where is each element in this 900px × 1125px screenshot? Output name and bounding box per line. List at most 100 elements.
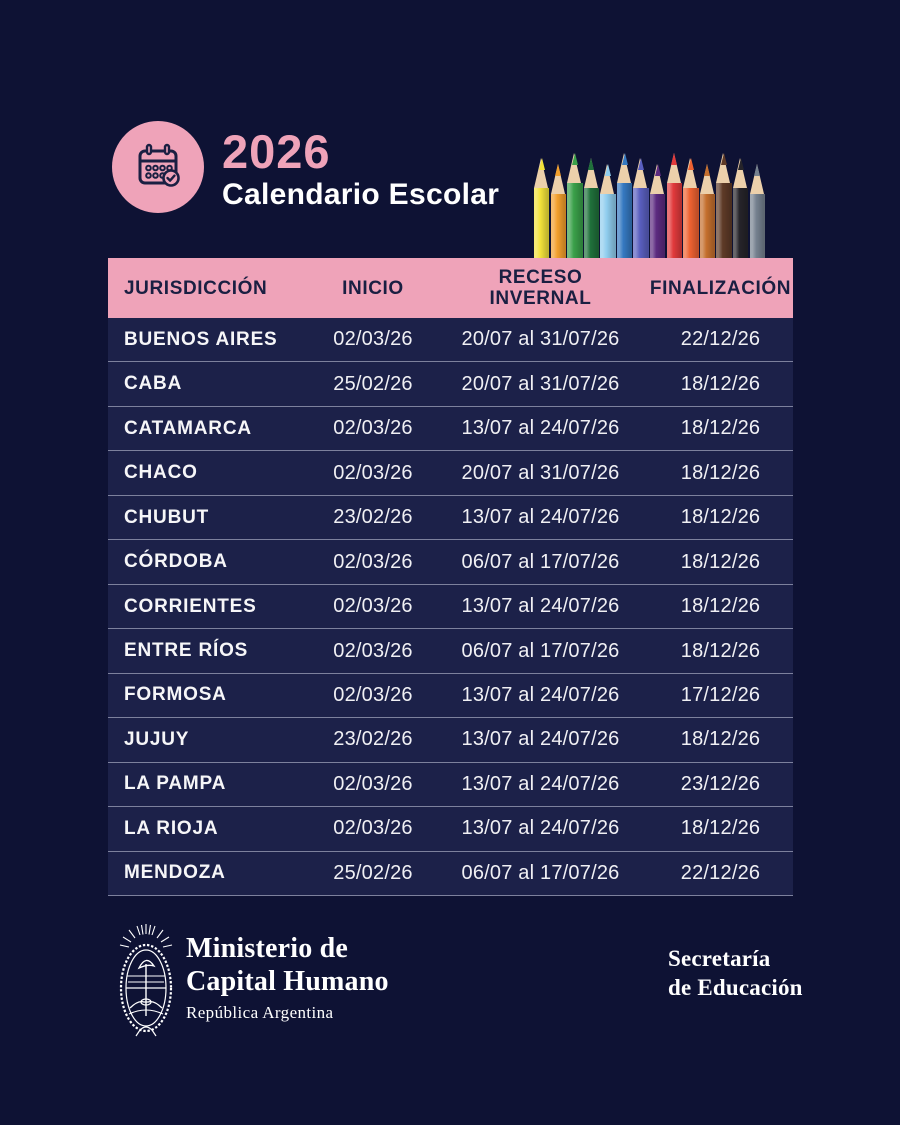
- pencil-icon: [550, 164, 566, 258]
- pencil-tip: [583, 158, 599, 188]
- pencil-icon: [666, 153, 683, 258]
- cell-finalizacion: 23/12/26: [680, 772, 761, 795]
- cell-jurisdiccion: MENDOZA: [124, 862, 226, 884]
- secretary-line2: de Educación: [668, 975, 803, 1000]
- argentina-coat-of-arms-icon: [110, 920, 182, 1045]
- cell-receso: 20/07 al 31/07/26: [461, 461, 620, 484]
- cell-jurisdiccion: CÓRDOBA: [124, 551, 228, 573]
- pencil-body: [716, 183, 732, 258]
- secretary-line1: Secretaría: [668, 946, 771, 971]
- pencil-body: [699, 194, 716, 258]
- ministry-subtitle: República Argentina: [186, 1003, 334, 1022]
- cell-jurisdiccion: JUJUY: [124, 728, 190, 750]
- pencil-body: [666, 183, 683, 258]
- pencil-tip: [616, 153, 632, 183]
- table-row: JUJUY 23/02/26 13/07 al 24/07/26 18/12/2…: [108, 718, 793, 763]
- cell-finalizacion: 18/12/26: [680, 506, 761, 529]
- pencil-icon: [732, 158, 749, 258]
- pencil-tip: [732, 158, 748, 188]
- cell-finalizacion: 18/12/26: [680, 461, 761, 484]
- pencil-tip: [749, 164, 765, 194]
- cell-receso: 06/07 al 17/07/26: [461, 639, 620, 662]
- table-row: CHUBUT 23/02/26 13/07 al 24/07/26 18/12/…: [108, 496, 793, 541]
- table-row: CÓRDOBA 02/03/26 06/07 al 17/07/26 18/12…: [108, 540, 793, 585]
- cell-jurisdiccion: FORMOSA: [124, 684, 227, 706]
- secretary-block: Secretaría de Educación: [668, 944, 803, 1002]
- pencil-tip: [650, 164, 665, 194]
- cell-finalizacion: 18/12/26: [680, 728, 761, 751]
- pencil-tip: [567, 153, 582, 183]
- cell-receso: 13/07 al 24/07/26: [461, 417, 620, 440]
- cell-finalizacion: 22/12/26: [680, 328, 761, 351]
- cell-inicio: 23/02/26: [333, 728, 413, 751]
- pencil-tip: [716, 153, 731, 183]
- pencil-body: [683, 188, 699, 258]
- year-title: 2026: [222, 125, 331, 178]
- cell-inicio: 25/02/26: [333, 861, 413, 884]
- calendar-table: BUENOS AIRES 02/03/26 20/07 al 31/07/26 …: [108, 318, 793, 897]
- pencil-tip: [600, 164, 615, 194]
- pencil-icon: [600, 164, 616, 258]
- page-title: Calendario Escolar: [222, 178, 500, 211]
- cell-jurisdiccion: CORRIENTES: [124, 595, 257, 617]
- pencil-body: [633, 188, 649, 258]
- cell-inicio: 02/03/26: [333, 461, 413, 484]
- pencil-body: [600, 194, 616, 258]
- pencil-icon: [683, 158, 699, 258]
- cell-inicio: 02/03/26: [333, 550, 413, 573]
- cell-finalizacion: 18/12/26: [680, 817, 761, 840]
- table-row: ENTRE RÍOS 02/03/26 06/07 al 17/07/26 18…: [108, 629, 793, 674]
- pencil-icon: [567, 153, 583, 258]
- pencil-icon: [650, 164, 666, 258]
- cell-inicio: 25/02/26: [333, 372, 413, 395]
- cell-jurisdiccion: ENTRE RÍOS: [124, 640, 249, 662]
- pencil-tip: [699, 164, 715, 194]
- pencil-body: [534, 188, 550, 258]
- pencil-body: [650, 194, 666, 258]
- cell-jurisdiccion: LA PAMPA: [124, 773, 227, 795]
- table-row: CATAMARCA 02/03/26 13/07 al 24/07/26 18/…: [108, 407, 793, 452]
- column-header-inicio: INICIO: [342, 277, 404, 299]
- cell-inicio: 02/03/26: [333, 772, 413, 795]
- cell-receso: 13/07 al 24/07/26: [461, 506, 620, 529]
- cell-inicio: 02/03/26: [333, 328, 413, 351]
- column-header-jurisdiccion: JURISDICCIÓN: [124, 277, 268, 299]
- column-header-receso: RECESO INVERNAL: [489, 267, 592, 309]
- table-header: JURISDICCIÓN INICIO RECESO INVERNAL FINA…: [108, 258, 793, 318]
- colored-pencils-illustration: [534, 148, 768, 258]
- table-row: LA PAMPA 02/03/26 13/07 al 24/07/26 23/1…: [108, 763, 793, 808]
- cell-jurisdiccion: CABA: [124, 373, 183, 395]
- table-row: BUENOS AIRES 02/03/26 20/07 al 31/07/26 …: [108, 318, 793, 363]
- cell-inicio: 02/03/26: [333, 595, 413, 618]
- cell-finalizacion: 18/12/26: [680, 417, 761, 440]
- cell-inicio: 23/02/26: [333, 506, 413, 529]
- cell-receso: 06/07 al 17/07/26: [461, 550, 620, 573]
- pencil-icon: [616, 153, 633, 258]
- pencil-tip: [633, 158, 648, 188]
- pencil-body: [749, 194, 765, 258]
- cell-inicio: 02/03/26: [333, 683, 413, 706]
- pencil-body: [583, 188, 600, 258]
- pencil-icon: [749, 164, 765, 258]
- pencil-body: [550, 194, 566, 258]
- cell-receso: 13/07 al 24/07/26: [461, 683, 620, 706]
- cell-finalizacion: 18/12/26: [680, 595, 761, 618]
- pencil-tip: [683, 158, 698, 188]
- pencil-tip: [666, 153, 682, 183]
- pencil-body: [616, 183, 633, 258]
- pencil-body: [567, 183, 583, 258]
- pencil-tip: [534, 158, 549, 188]
- cell-receso: 13/07 al 24/07/26: [461, 728, 620, 751]
- header-titles: 2026 Calendario Escolar: [222, 128, 499, 212]
- table-row: MENDOZA 25/02/26 06/07 al 17/07/26 22/12…: [108, 852, 793, 897]
- pencil-icon: [583, 158, 600, 258]
- pencil-icon: [633, 158, 649, 258]
- pencil-tip: [550, 164, 566, 194]
- table-row: FORMOSA 02/03/26 13/07 al 24/07/26 17/12…: [108, 674, 793, 719]
- cell-jurisdiccion: CHACO: [124, 462, 198, 484]
- pencil-icon: [716, 153, 732, 258]
- cell-receso: 20/07 al 31/07/26: [461, 328, 620, 351]
- ministry-block: Ministerio de Capital Humano República A…: [186, 932, 389, 1023]
- cell-receso: 13/07 al 24/07/26: [461, 772, 620, 795]
- pencil-icon: [699, 164, 716, 258]
